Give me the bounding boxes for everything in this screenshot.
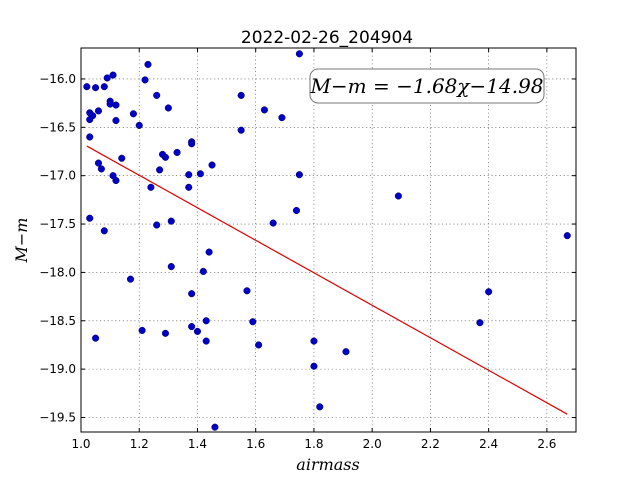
data-point bbox=[112, 176, 120, 185]
plot-frame bbox=[80, 47, 577, 433]
data-point bbox=[185, 171, 193, 179]
data-point bbox=[237, 126, 245, 134]
data-point bbox=[188, 290, 196, 298]
data-point bbox=[141, 76, 149, 84]
data-point bbox=[196, 170, 204, 178]
data-point bbox=[310, 337, 318, 345]
y-tick-label: −18.5 bbox=[39, 314, 76, 328]
data-point bbox=[153, 221, 161, 229]
data-point bbox=[144, 60, 152, 68]
data-point bbox=[97, 165, 105, 173]
data-point bbox=[208, 161, 216, 169]
data-point bbox=[292, 206, 301, 215]
x-tick-labels: 1.0 1.2 1.4 1.6 1.8 2.0 2.2 2.4 2.6 bbox=[71, 437, 556, 451]
x-axis-label: airmass bbox=[296, 455, 359, 474]
x-tick-label: 2.6 bbox=[537, 437, 556, 451]
data-point bbox=[129, 110, 137, 118]
data-point bbox=[193, 327, 202, 335]
y-tick-label: −19.0 bbox=[39, 362, 76, 376]
data-point bbox=[342, 348, 350, 356]
data-point bbox=[237, 91, 245, 99]
data-point bbox=[260, 106, 268, 114]
chart-title: 2022-02-26_204904 bbox=[241, 28, 413, 48]
x-tick-label: 2.2 bbox=[421, 437, 440, 451]
y-tick-label: −18.0 bbox=[39, 265, 76, 279]
data-point bbox=[394, 192, 402, 200]
data-point bbox=[173, 148, 181, 157]
data-point bbox=[92, 84, 100, 92]
grid bbox=[80, 48, 576, 432]
annotation-box bbox=[309, 68, 545, 104]
data-point bbox=[295, 171, 303, 179]
y-tick-label: −16.5 bbox=[39, 120, 76, 134]
data-point bbox=[156, 166, 164, 174]
data-point bbox=[153, 91, 161, 99]
data-point bbox=[86, 133, 94, 141]
data-point bbox=[563, 232, 571, 240]
data-point bbox=[86, 214, 94, 222]
data-point bbox=[118, 154, 126, 162]
data-point bbox=[89, 112, 97, 120]
data-point bbox=[106, 100, 114, 108]
x-tick-label: 2.4 bbox=[479, 437, 498, 451]
x-tick-label: 1.6 bbox=[246, 437, 265, 451]
data-point bbox=[167, 217, 175, 225]
data-point bbox=[185, 183, 193, 191]
x-tick-label: 2.0 bbox=[363, 437, 382, 451]
data-point bbox=[199, 267, 207, 275]
data-point bbox=[161, 153, 169, 161]
data-point bbox=[202, 317, 210, 325]
data-point bbox=[485, 288, 493, 296]
data-point bbox=[138, 326, 146, 334]
x-tick-label: 1.2 bbox=[130, 437, 149, 451]
data-point bbox=[112, 116, 120, 125]
data-point bbox=[147, 183, 155, 191]
data-point bbox=[92, 334, 100, 342]
data-point bbox=[164, 104, 172, 112]
data-point bbox=[126, 275, 135, 283]
data-point bbox=[295, 50, 303, 58]
data-point bbox=[167, 263, 175, 271]
data-point bbox=[109, 71, 117, 79]
data-point bbox=[94, 159, 103, 167]
data-point bbox=[100, 83, 108, 91]
data-point bbox=[100, 227, 108, 235]
y-tick-labels: −16.0 −16.5 −17.0 −17.5 −18.0 −18.5 −19.0 −19.5 bbox=[39, 72, 76, 425]
y-tick-label: −17.0 bbox=[39, 169, 76, 183]
data-point bbox=[135, 121, 143, 129]
data-point bbox=[211, 423, 219, 431]
data-point bbox=[255, 341, 263, 349]
data-point bbox=[316, 403, 324, 411]
y-tick-label: −19.5 bbox=[39, 410, 76, 424]
fit-line bbox=[86, 145, 568, 415]
data-point bbox=[249, 318, 257, 326]
points-layer bbox=[83, 50, 571, 431]
fit-annotation: M−m = −1.68χ−14.98 bbox=[309, 68, 545, 104]
y-axis-label: M−m bbox=[12, 218, 31, 264]
data-point bbox=[188, 140, 196, 148]
data-point bbox=[112, 101, 120, 109]
data-point bbox=[94, 107, 103, 115]
fit-line-layer bbox=[86, 145, 568, 415]
x-tick-label: 1.8 bbox=[304, 437, 323, 451]
data-point bbox=[83, 83, 91, 91]
data-point bbox=[310, 362, 318, 370]
data-point bbox=[476, 319, 484, 327]
ticks bbox=[80, 48, 576, 432]
data-point bbox=[243, 287, 251, 295]
data-point bbox=[103, 74, 111, 82]
y-tick-label: −16.0 bbox=[39, 72, 76, 86]
data-point bbox=[269, 219, 277, 227]
x-tick-label: 1.0 bbox=[71, 437, 90, 451]
annotation-text: M−m = −1.68χ−14.98 bbox=[309, 74, 543, 98]
y-tick-label: −17.5 bbox=[39, 217, 76, 231]
data-point bbox=[205, 248, 213, 256]
x-tick-label: 1.4 bbox=[188, 437, 207, 451]
data-point bbox=[278, 114, 286, 122]
data-point bbox=[202, 337, 210, 345]
data-point bbox=[188, 323, 196, 331]
data-point bbox=[161, 329, 169, 337]
